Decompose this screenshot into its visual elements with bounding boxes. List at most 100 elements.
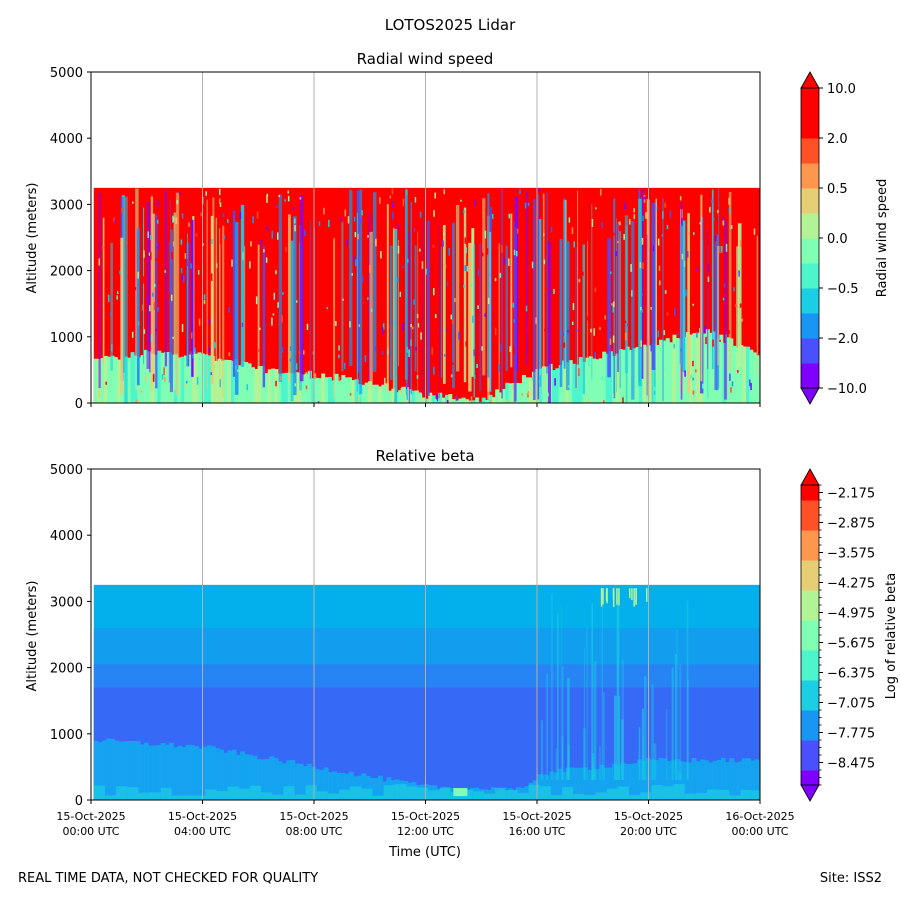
wind-streak	[392, 228, 395, 399]
wind-speckle	[719, 245, 721, 254]
wind-speckle	[586, 225, 589, 230]
beta-streak	[653, 743, 657, 780]
wind-speckle	[271, 317, 273, 326]
beta-surface-cell	[740, 789, 752, 800]
beta-boundary-layer-cell	[169, 742, 174, 800]
wind-streak	[756, 235, 758, 376]
wind-boundary-layer-cell	[655, 344, 660, 403]
wind-gridlines	[202, 72, 649, 403]
wind-streak	[682, 220, 686, 373]
wind-speckle	[228, 352, 231, 357]
wind-streak	[468, 242, 472, 392]
beta-colorbar-segment	[801, 732, 819, 741]
wind-streak	[206, 199, 208, 390]
beta-surface-cell	[383, 785, 395, 800]
wind-speckle	[612, 393, 614, 397]
wind-speckle	[101, 308, 103, 312]
wind-speckle	[515, 250, 518, 257]
wind-speckle	[482, 252, 484, 257]
wind-streak	[394, 229, 398, 403]
wind-speckle	[729, 373, 731, 381]
beta-boundary-layer-cell	[704, 760, 710, 800]
beta-boundary-layer-cell	[223, 752, 229, 800]
beta-y-tick-label: 3000	[50, 595, 83, 610]
beta-surface-cell	[205, 789, 217, 800]
beta-boundary-layer-cell	[198, 748, 204, 800]
wind-streak	[278, 194, 283, 382]
beta-colorbar-segment	[801, 485, 819, 493]
beta-surface-cell	[517, 793, 529, 800]
wind-speckle	[690, 374, 692, 379]
wind-speckle	[586, 316, 589, 321]
wind-boundary-layer-cell	[378, 386, 383, 403]
wind-speckle	[731, 381, 734, 387]
beta-surface-cell	[138, 792, 150, 800]
wind-streak	[577, 190, 579, 390]
wind-streak	[638, 198, 642, 387]
beta-colorbar-segment	[801, 567, 819, 576]
beta-boundary-layer-cell	[491, 787, 496, 800]
wind-boundary-layer-cell	[585, 357, 590, 403]
wind-speckle	[484, 230, 487, 239]
beta-colorbar-segment	[801, 680, 819, 688]
beta-streak	[614, 695, 617, 780]
beta-colorbar-extend-max	[800, 468, 820, 486]
wind-speckle	[200, 212, 202, 217]
beta-surface-cell	[350, 786, 362, 800]
wind-speckle	[524, 202, 527, 209]
wind-speckle	[237, 369, 239, 372]
wind-boundary-layer-cell	[515, 382, 520, 403]
wind-speckle	[662, 211, 664, 219]
wind-speckle	[501, 245, 503, 253]
wind-speckle	[102, 245, 104, 250]
wind-streak	[514, 227, 517, 401]
wind-speckle	[414, 197, 417, 203]
wind-colorbar: 10.0 2.0 0.5 0.0 −0.5 −2.0 −10.0	[800, 71, 867, 405]
wind-speckle	[152, 373, 155, 382]
beta-boundary-layer-cell	[219, 749, 225, 800]
wind-streak	[510, 213, 513, 368]
wind-streak	[102, 217, 105, 364]
beta-boundary-layer-cell	[139, 744, 145, 800]
beta-surface-cell	[695, 793, 708, 800]
wind-speckle	[692, 390, 695, 395]
beta-heatmap	[93, 584, 760, 800]
wind-speckle	[367, 297, 369, 300]
beta-colorbar-tick-label: −4.275	[827, 577, 875, 592]
wind-colorbar-tick-label: 10.0	[827, 82, 856, 97]
wind-speckle	[113, 217, 115, 223]
wind-speckle	[676, 333, 679, 336]
wind-speckle	[389, 195, 392, 199]
wind-speckle	[397, 245, 400, 254]
beta-surface-cell	[104, 795, 117, 800]
beta-streak	[565, 767, 568, 780]
wind-speckle	[640, 340, 642, 347]
wind-speckle	[119, 270, 121, 275]
wind-speckle	[460, 199, 462, 202]
beta-boundary-layer-cell	[227, 750, 233, 800]
beta-y-tick-label: 2000	[50, 662, 83, 677]
wind-speckle	[527, 202, 530, 207]
wind-boundary-layer-cell	[458, 398, 463, 403]
wind-speckle	[406, 392, 408, 400]
beta-surface-cell	[160, 787, 172, 800]
wind-speckle	[343, 362, 346, 370]
wind-boundary-layer-cell	[348, 377, 352, 403]
wind-boundary-layer-cell	[321, 373, 326, 403]
wind-boundary-layer-cell	[140, 355, 145, 403]
wind-boundary-layer-cell	[307, 370, 312, 403]
wind-boundary-layer-cell	[692, 333, 697, 403]
wind-speckle	[684, 370, 686, 377]
wind-streak	[389, 245, 393, 380]
wind-speckle	[138, 400, 141, 403]
wind-boundary-layer-cell	[354, 379, 359, 403]
beta-boundary-layer-cell	[570, 767, 576, 800]
wind-streak	[440, 246, 443, 378]
wind-colorbar-tick-label: −2.0	[827, 332, 859, 347]
wind-streak	[150, 196, 154, 391]
wind-streak	[287, 214, 291, 382]
wind-streak	[728, 191, 732, 371]
wind-boundary-layer-cell	[635, 347, 640, 403]
beta-y-axis: 0 1000 2000 3000 4000 5000	[50, 463, 91, 809]
wind-speckle	[701, 383, 704, 389]
